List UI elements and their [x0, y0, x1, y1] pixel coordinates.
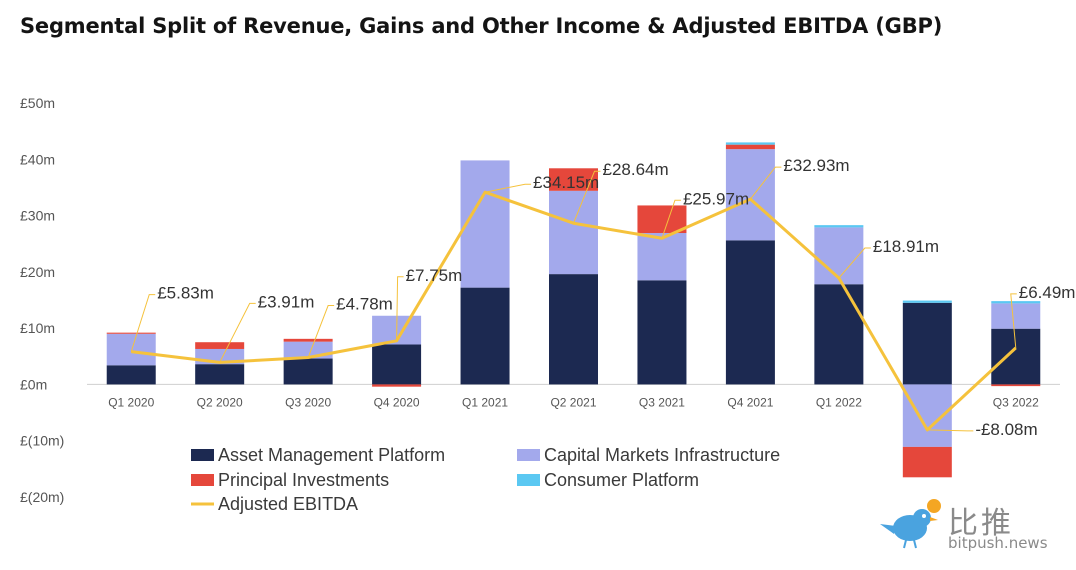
legend-label: Adjusted EBITDA: [218, 494, 358, 514]
x-tick-label: Q1 2021: [462, 395, 508, 409]
label-leader-line: [307, 305, 335, 358]
legend-label: Capital Markets Infrastructure: [544, 445, 780, 465]
bar-segment: [195, 364, 245, 385]
label-leader-line: [838, 247, 871, 279]
x-tick-label: Q3 2020: [285, 395, 331, 409]
x-tick-label: Q1 2020: [108, 395, 154, 409]
bar-segment: [372, 344, 422, 385]
ebitda-data-label: £5.83m: [157, 284, 214, 303]
ebitda-data-label: -£8.08m: [975, 420, 1037, 439]
bar-segment: [991, 303, 1041, 329]
bar-segment: [460, 287, 510, 385]
x-tick-label: Q4 2021: [727, 395, 773, 409]
chart-title: Segmental Split of Revenue, Gains and Ot…: [20, 14, 943, 38]
ebitda-data-label: £4.78m: [336, 295, 393, 314]
ebitda-data-label: £32.93m: [783, 156, 849, 175]
ebitda-data-label: £18.91m: [873, 237, 939, 256]
label-leader-line: [661, 199, 681, 239]
x-tick-label: Q2 2021: [550, 395, 596, 409]
y-tick-label: £20m: [20, 264, 55, 280]
watermark-url: bitpush.news: [948, 534, 1048, 552]
label-leader-line: [219, 302, 256, 363]
label-leader-line: [396, 276, 404, 341]
label-leader-line: [1010, 293, 1017, 348]
x-tick-label: Q3 2021: [639, 395, 685, 409]
ebitda-data-label: £34.15m: [533, 173, 599, 192]
bar-segment: [814, 225, 864, 228]
y-tick-label: £0m: [20, 376, 47, 392]
legend-swatch: [517, 449, 540, 461]
legend-swatch: [191, 449, 214, 461]
bar-segment: [902, 446, 952, 478]
ebitda-data-label: £3.91m: [258, 292, 315, 311]
bar-segment: [106, 333, 156, 366]
ebitda-data-label: £7.75m: [406, 266, 463, 285]
x-tick-label: Q4 2020: [374, 395, 420, 409]
bar-segment: [549, 190, 598, 275]
bar-segment: [725, 142, 775, 145]
label-leader-line: [130, 294, 156, 352]
bar-segment: [991, 384, 1041, 387]
bar-segment: [991, 301, 1041, 304]
label-leader-line: [750, 166, 782, 200]
bar-segment: [725, 240, 775, 385]
watermark-name: 比推: [948, 506, 1014, 541]
legend: Asset Management Platform Capital Markets…: [191, 445, 780, 514]
bar-segment: [814, 227, 864, 285]
bars-layer: [106, 142, 1041, 478]
bar-segment: [106, 332, 156, 334]
bar-segment: [814, 284, 864, 385]
legend-label: Principal Investments: [218, 470, 389, 490]
labels-layer: £5.83m £3.91m £4.78m £7.75m £34.15m£28.64m £2…: [130, 156, 1076, 439]
bar-segment: [283, 358, 333, 385]
legend-label: Asset Management Platform: [218, 445, 445, 465]
ebitda-data-label: £25.97m: [683, 189, 749, 208]
bar-segment: [902, 300, 952, 303]
bar-segment: [725, 144, 775, 150]
bar-segment: [637, 280, 687, 385]
legend-swatch: [191, 474, 214, 486]
bar-segment: [637, 205, 687, 234]
ebitda-data-label: £28.64m: [603, 160, 669, 179]
bird-logo-icon: [880, 499, 941, 549]
bar-segment: [106, 365, 156, 385]
legend-swatch: [517, 474, 540, 486]
bar-segment: [549, 168, 598, 191]
label-leader-line: [573, 170, 601, 224]
y-tick-label: £40m: [20, 151, 55, 167]
bar-segment: [460, 160, 510, 288]
label-leader-line: [484, 183, 532, 193]
x-tick-label: Q3 2022: [993, 395, 1039, 409]
bar-segment: [549, 274, 598, 385]
bar-segment: [902, 302, 952, 385]
y-tick-label: £(20m): [20, 489, 64, 505]
x-tick-label: Q1 2022: [816, 395, 862, 409]
bar-segment: [283, 338, 333, 342]
axis-layer: £50m £40m £30m £20m £10m £0m £(10m) £(20m) Q1 20…: [20, 95, 1060, 505]
bar-segment: [195, 342, 245, 349]
bar-segment: [991, 328, 1041, 385]
legend-label: Consumer Platform: [544, 470, 699, 490]
ebitda-data-label: £6.49m: [1019, 283, 1076, 302]
y-tick-label: £10m: [20, 320, 55, 336]
bar-segment: [725, 149, 775, 241]
y-tick-label: £50m: [20, 95, 55, 111]
y-tick-label: £(10m): [20, 433, 64, 449]
label-leader-line: [927, 429, 974, 432]
bar-segment: [637, 233, 687, 281]
bar-segment: [372, 384, 422, 387]
x-tick-label: Q2 2020: [197, 395, 243, 409]
watermark: 比推 bitpush.news: [878, 498, 1068, 558]
y-tick-label: £30m: [20, 208, 55, 224]
